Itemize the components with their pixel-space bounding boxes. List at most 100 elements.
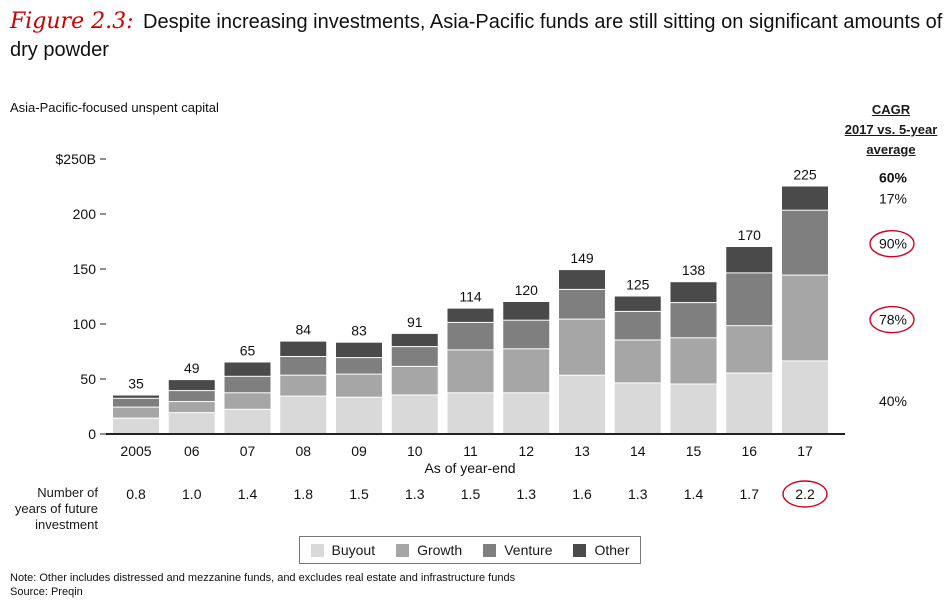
footnote: Note: Other includes distressed and mezz… <box>10 571 515 599</box>
legend-label-other: Other <box>594 542 630 558</box>
bar-total-label-07: 65 <box>240 343 256 359</box>
bar-segment-buyout-17 <box>782 361 828 433</box>
bar-segment-growth-17 <box>782 275 828 361</box>
years-label-line-1: Number of <box>37 485 98 500</box>
note-text: Note: Other includes distressed and mezz… <box>10 572 516 584</box>
cagr-header-line-1: CAGR <box>871 102 911 117</box>
cagr-value-other: 17% <box>879 191 907 207</box>
legend-swatch-buyout <box>310 543 324 557</box>
bar-total-label-06: 49 <box>184 360 200 376</box>
bar-segment-buyout-07 <box>224 409 271 433</box>
legend-item-growth: Growth <box>396 542 462 558</box>
bar-segment-venture-16 <box>726 273 773 326</box>
bar-segment-venture-14 <box>614 311 661 340</box>
bar-segment-venture-13 <box>559 289 605 319</box>
cagr-circle-growth <box>869 305 915 334</box>
bar-segment-venture-06 <box>168 391 215 402</box>
cagr-header: CAGR 2017 vs. 5-year average <box>836 100 946 160</box>
bar-segment-other-2005 <box>113 395 159 398</box>
bar-segment-venture-08 <box>280 357 327 375</box>
bar-segment-other-16 <box>726 247 773 273</box>
cagr-value-total: 60% <box>879 170 908 186</box>
legend: Buyout Growth Venture Other <box>299 536 641 564</box>
y-tick-label: 50 <box>80 371 96 387</box>
years-value-08: 1.8 <box>294 486 314 502</box>
bar-segment-venture-09 <box>336 358 382 374</box>
bar-segment-buyout-11 <box>447 393 494 433</box>
x-tick-label-08: 08 <box>295 443 311 459</box>
x-axis-title: As of year-end <box>424 460 515 476</box>
bar-segment-other-11 <box>447 308 494 322</box>
bar-total-label-08: 84 <box>295 322 311 338</box>
bar-segment-buyout-13 <box>559 375 605 433</box>
cagr-circle-venture <box>869 229 915 258</box>
bar-segment-growth-13 <box>559 319 605 375</box>
bar-segment-buyout-12 <box>503 393 550 433</box>
bar-segment-other-07 <box>224 362 271 376</box>
bar-segment-buyout-16 <box>726 373 773 433</box>
bar-segment-other-12 <box>503 302 550 320</box>
x-tick-label-11: 11 <box>463 443 478 459</box>
legend-swatch-venture <box>483 543 497 557</box>
y-axis-title: Asia-Pacific-focused unspent capital <box>10 100 219 115</box>
figure-label: Figure 2.3: <box>10 9 134 34</box>
bar-segment-buyout-08 <box>280 396 327 433</box>
bar-segment-other-14 <box>614 296 661 311</box>
bar-total-label-12: 120 <box>515 282 539 298</box>
cagr-header-line-3: average <box>866 142 916 157</box>
cagr-value-buyout: 40% <box>879 393 907 409</box>
bar-segment-growth-12 <box>503 349 550 393</box>
x-tick-label-13: 13 <box>574 443 590 459</box>
legend-item-buyout: Buyout <box>310 542 375 558</box>
bar-segment-venture-2005 <box>113 398 159 407</box>
x-tick-label-14: 14 <box>630 443 646 459</box>
y-tick-label: 200 <box>73 206 97 222</box>
years-value-2005: 0.8 <box>126 486 146 502</box>
years-value-09: 1.5 <box>349 486 369 502</box>
bar-segment-growth-15 <box>670 338 717 384</box>
bar-total-label-15: 138 <box>682 262 706 278</box>
years-value-13: 1.6 <box>572 486 592 502</box>
bar-segment-buyout-15 <box>670 384 717 433</box>
years-value-15: 1.4 <box>684 486 704 502</box>
years-value-12: 1.3 <box>517 486 537 502</box>
years-value-11: 1.5 <box>461 486 481 502</box>
bar-segment-venture-07 <box>224 376 271 393</box>
bar-total-label-10: 91 <box>407 314 423 330</box>
bar-segment-growth-16 <box>726 326 773 373</box>
bar-segment-other-10 <box>391 333 438 347</box>
bar-segment-buyout-10 <box>391 395 438 433</box>
legend-swatch-other <box>573 543 587 557</box>
bar-segment-buyout-2005 <box>113 418 159 433</box>
legend-item-other: Other <box>573 542 630 558</box>
y-tick-label: $250B <box>56 151 96 167</box>
cagr-value-venture: 90% <box>879 236 907 252</box>
bar-segment-venture-10 <box>391 347 438 366</box>
x-tick-label-16: 16 <box>741 443 757 459</box>
legend-label-growth: Growth <box>417 542 463 558</box>
legend-item-venture: Venture <box>483 542 552 558</box>
bar-segment-other-13 <box>559 270 605 289</box>
legend-swatch-growth <box>396 543 410 557</box>
bar-total-label-17: 225 <box>793 167 817 183</box>
bar-segment-other-08 <box>280 341 327 356</box>
years-label-line-3: investment <box>35 517 98 532</box>
bar-total-label-16: 170 <box>738 227 762 243</box>
cagr-header-line-2: 2017 vs. 5-year <box>844 122 938 137</box>
bar-segment-growth-10 <box>391 366 438 395</box>
highlight-circle-years-17 <box>782 480 828 508</box>
x-tick-label-12: 12 <box>518 443 534 459</box>
years-value-14: 1.3 <box>628 486 648 502</box>
bar-total-label-13: 149 <box>570 250 594 266</box>
y-tick-label: 0 <box>88 426 96 442</box>
cagr-value-growth: 78% <box>879 312 907 328</box>
bar-segment-growth-08 <box>280 375 327 396</box>
bar-segment-venture-17 <box>782 210 828 275</box>
x-tick-label-09: 09 <box>351 443 367 459</box>
bar-segment-other-17 <box>782 186 828 210</box>
x-tick-label-2005: 2005 <box>120 443 151 459</box>
bar-segment-venture-15 <box>670 303 717 338</box>
bar-total-label-14: 125 <box>626 277 650 293</box>
bar-total-label-2005: 35 <box>128 376 144 392</box>
